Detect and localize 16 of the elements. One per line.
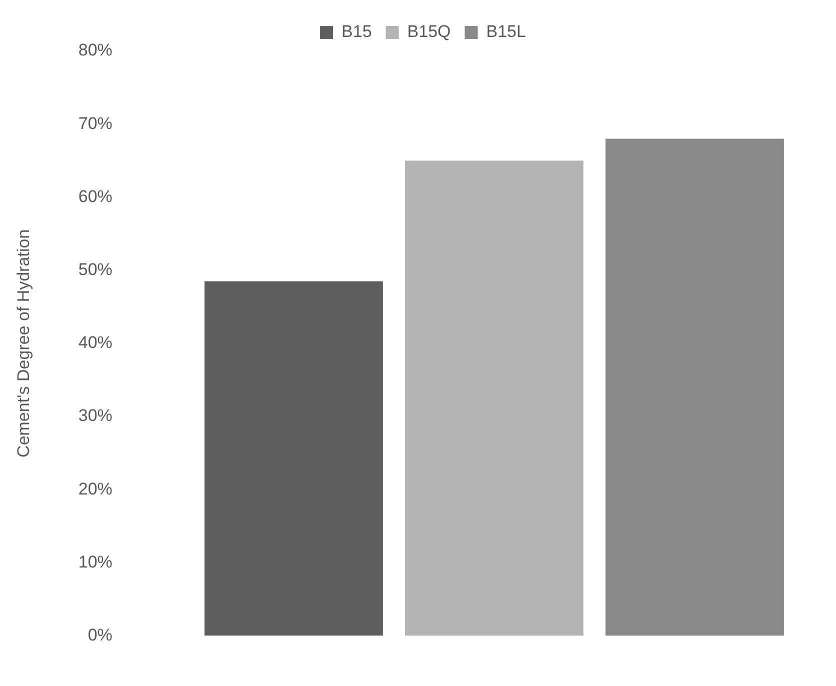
bar: [606, 138, 784, 636]
y-tick-label: 10%: [78, 552, 112, 572]
y-tick-label: 60%: [78, 186, 112, 206]
bar: [204, 281, 383, 636]
y-tick-label: 30%: [78, 406, 112, 426]
y-tick-label: 40%: [78, 333, 112, 352]
y-tick-label: 70%: [78, 114, 112, 133]
bar: [404, 160, 584, 636]
y-tick-label: 20%: [78, 479, 112, 498]
y-tick-label: 0%: [88, 625, 112, 644]
y-tick-label: 80%: [78, 40, 112, 60]
legend-label: B15L: [486, 22, 526, 42]
legend-label: B15: [342, 22, 372, 42]
y-tick-label: 50%: [78, 260, 112, 279]
legend-label: B15Q: [407, 22, 451, 42]
y-axis-title: Cement's Degree of Hydration: [14, 229, 33, 458]
